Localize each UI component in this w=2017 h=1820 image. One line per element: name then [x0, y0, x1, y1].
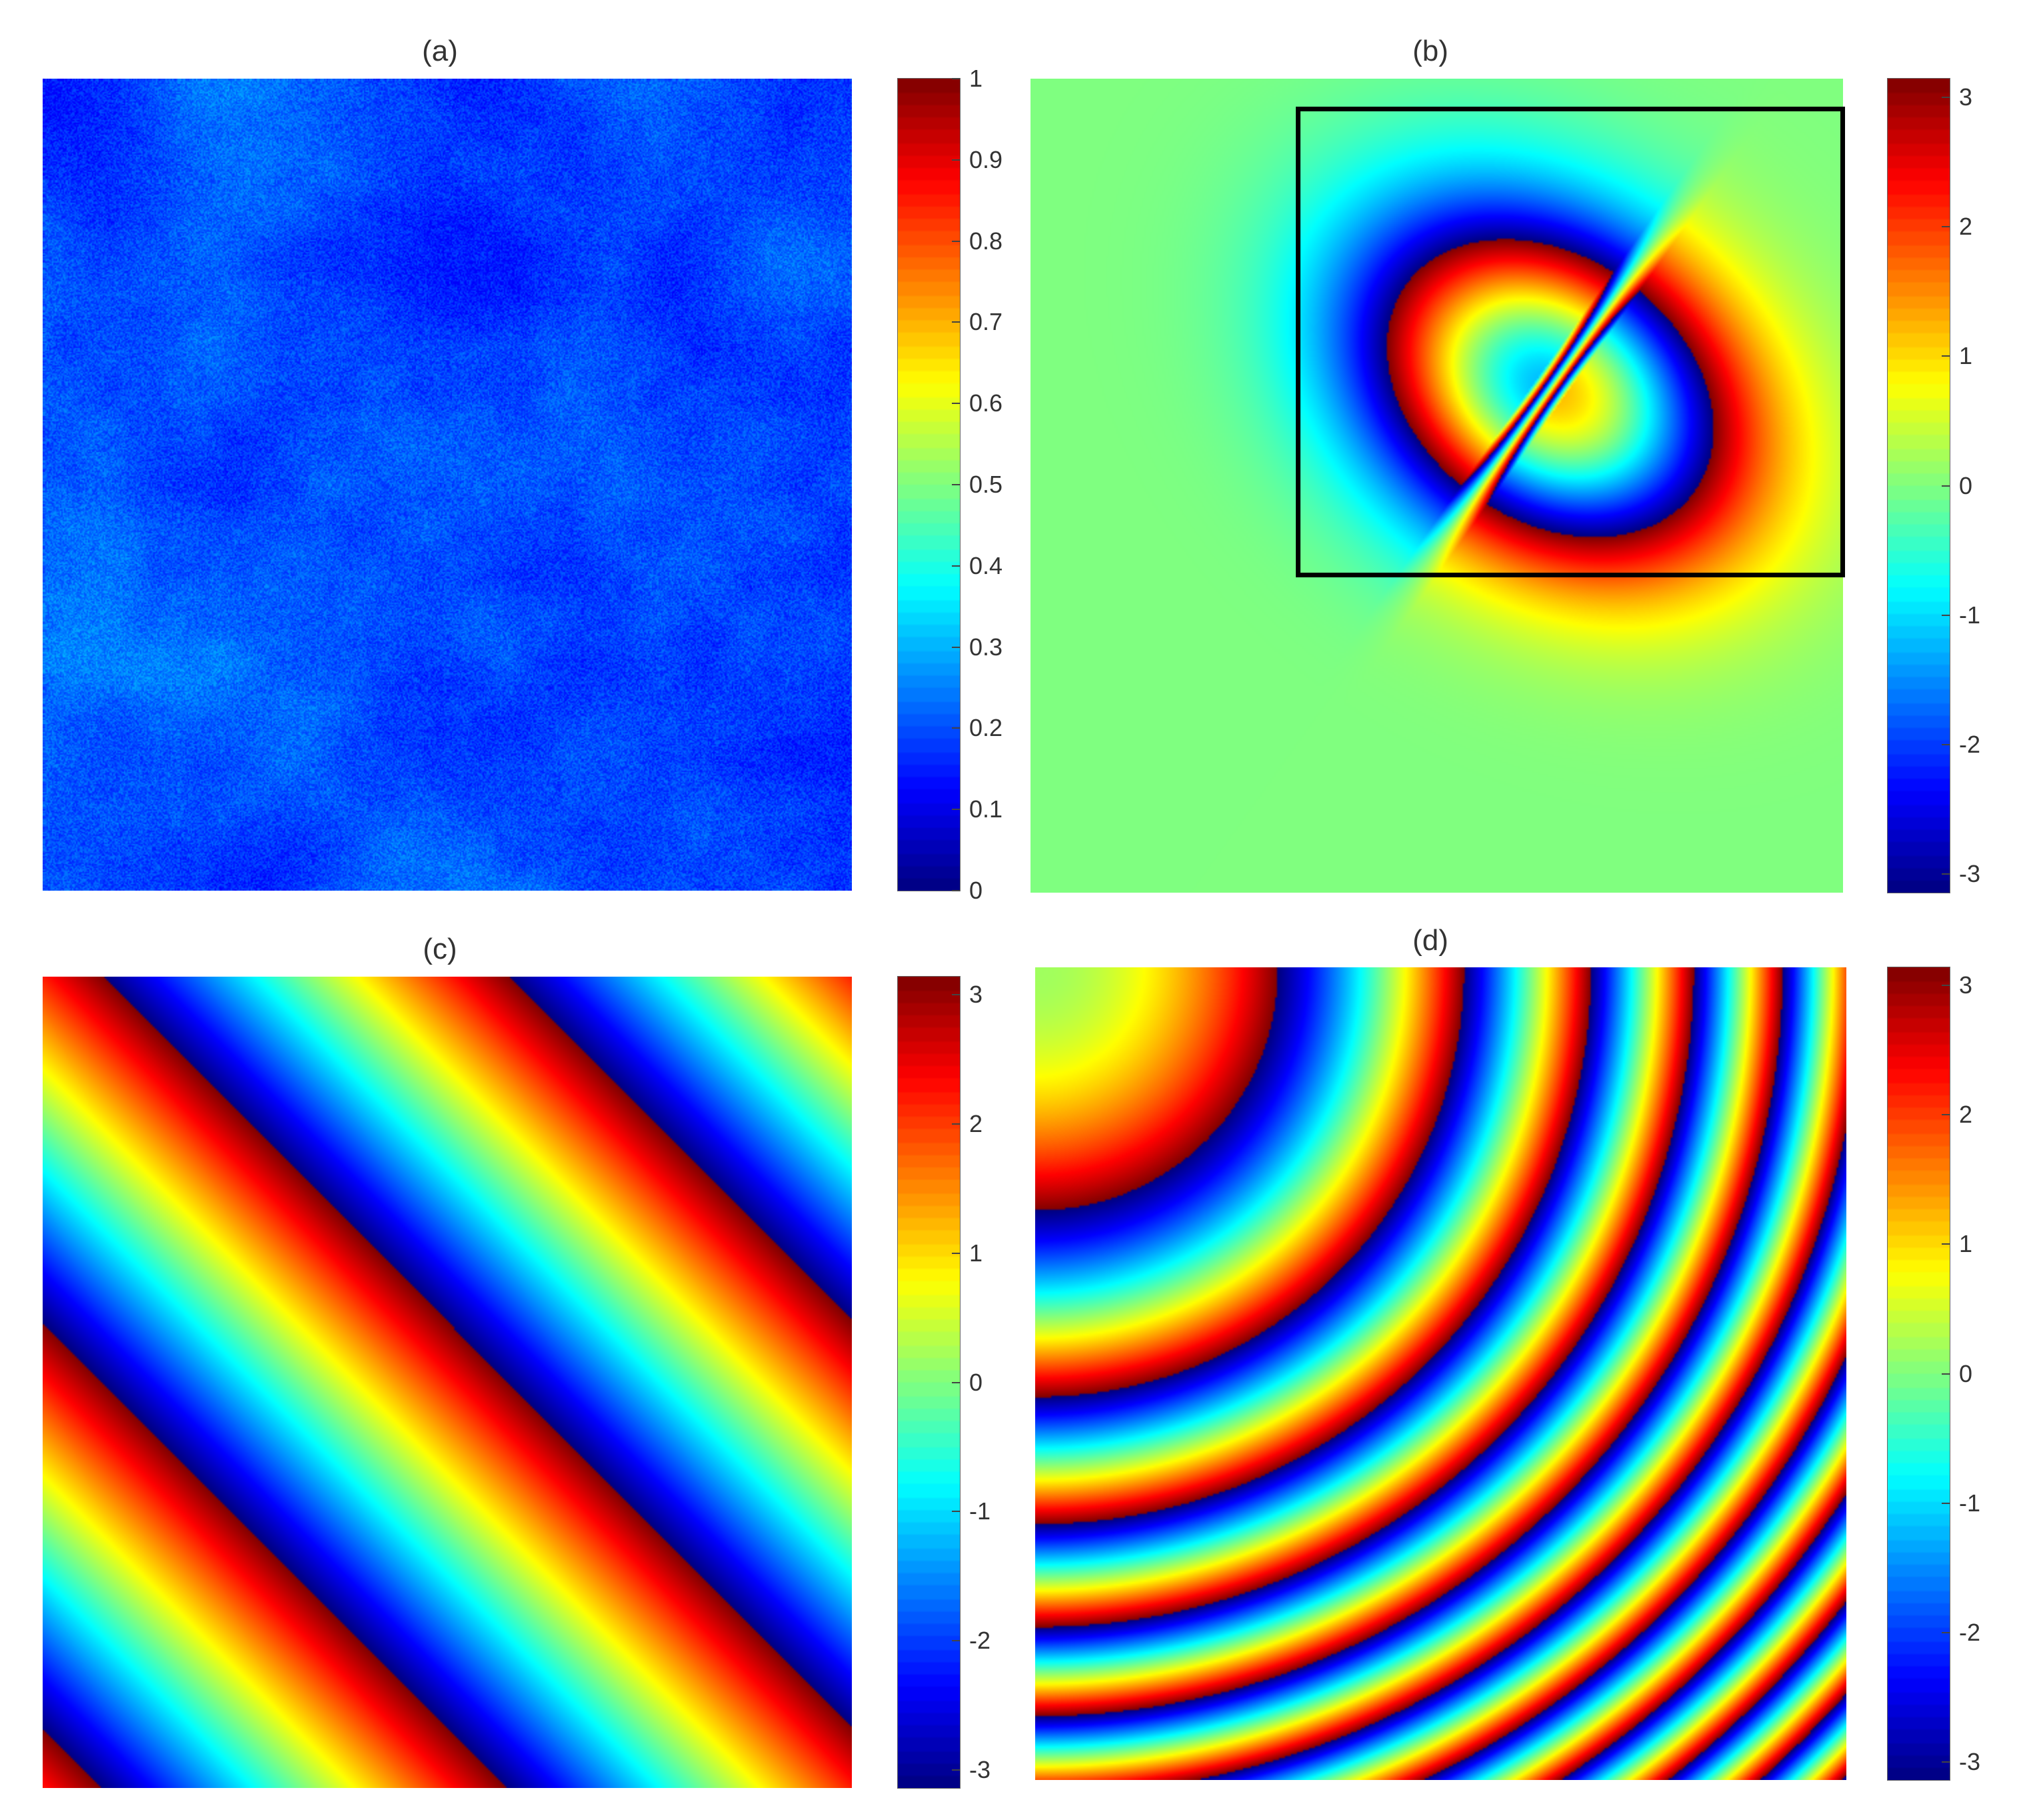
panel-b-colorbar [1887, 78, 1950, 893]
colorbar-tick-label: 0.8 [969, 227, 1003, 255]
colorbar-tick-mark [952, 646, 960, 648]
panel-d-title: (d) [1412, 924, 1448, 957]
colorbar-tick-label: 0.2 [969, 714, 1003, 742]
panel-a-colorbar [897, 78, 961, 891]
colorbar-tick-label: 0.5 [969, 471, 1003, 498]
colorbar-tick-label: 0.9 [969, 145, 1003, 173]
colorbar-tick-mark [1942, 614, 1950, 616]
panel-a-heatmap [43, 79, 852, 891]
colorbar-tick-mark [952, 890, 960, 891]
colorbar-tick-mark [952, 484, 960, 485]
colorbar-tick-label: 0.6 [969, 389, 1003, 417]
colorbar-tick-mark [1942, 985, 1950, 987]
panel-b-heatmap [1030, 79, 1843, 893]
colorbar-tick-mark [1942, 873, 1950, 875]
colorbar-tick-mark [952, 1252, 960, 1254]
colorbar-tick-mark [1942, 1502, 1950, 1504]
colorbar-tick-mark [952, 240, 960, 242]
colorbar-tick-mark [1942, 744, 1950, 746]
panel-b-title: (b) [1412, 35, 1448, 67]
colorbar-tick-mark [1942, 1761, 1950, 1763]
panel-c-colorbar [897, 976, 961, 1789]
colorbar-tick-label: -1 [1959, 601, 1981, 629]
colorbar-tick-label: -3 [1959, 860, 1981, 888]
colorbar-tick-label: 0 [1959, 471, 1973, 499]
colorbar-tick-mark [952, 565, 960, 567]
colorbar-tick-label: 3 [1959, 83, 1973, 111]
colorbar-tick-label: 2 [969, 1110, 983, 1138]
colorbar-tick-label: 0.7 [969, 308, 1003, 336]
colorbar-tick-mark [952, 1381, 960, 1383]
panel-c-heatmap [43, 977, 852, 1788]
colorbar-tick-label: 0 [969, 877, 983, 904]
colorbar-tick-label: 3 [1959, 971, 1973, 999]
colorbar-tick-label: -2 [969, 1626, 991, 1654]
colorbar-tick-label: 0 [1959, 1359, 1973, 1387]
colorbar-tick-label: 0.3 [969, 633, 1003, 661]
colorbar-tick-mark [952, 159, 960, 161]
colorbar-tick-label: -2 [1959, 1618, 1981, 1646]
colorbar-tick-label: 1 [969, 65, 983, 92]
colorbar-tick-mark [952, 1123, 960, 1125]
colorbar-tick-label: -3 [969, 1755, 991, 1783]
colorbar-tick-label: 0.4 [969, 551, 1003, 579]
colorbar-tick-mark [952, 994, 960, 996]
colorbar-tick-label: 1 [1959, 1230, 1973, 1258]
colorbar-tick-label: 0 [969, 1368, 983, 1396]
colorbar-tick-mark [1942, 1243, 1950, 1245]
panel-c-title: (c) [423, 933, 457, 965]
colorbar-tick-mark [952, 1639, 960, 1641]
colorbar-tick-label: -1 [969, 1497, 991, 1525]
colorbar-tick-mark [1942, 1631, 1950, 1633]
colorbar-tick-mark [952, 727, 960, 729]
colorbar-tick-label: 3 [969, 981, 983, 1009]
colorbar-tick-mark [1942, 1373, 1950, 1375]
colorbar-tick-mark [1942, 1114, 1950, 1116]
colorbar-tick-mark [952, 321, 960, 323]
colorbar-tick-label: 0.1 [969, 795, 1003, 823]
colorbar-tick-label: -1 [1959, 1489, 1981, 1517]
colorbar-tick-mark [952, 1769, 960, 1771]
colorbar-tick-label: 2 [1959, 212, 1973, 240]
colorbar-tick-mark [1942, 485, 1950, 487]
colorbar-tick-label: 1 [1959, 342, 1973, 370]
colorbar-tick-mark [952, 1511, 960, 1513]
colorbar-tick-mark [1942, 355, 1950, 357]
colorbar-tick-label: -3 [1959, 1747, 1981, 1775]
colorbar-tick-label: 1 [969, 1239, 983, 1267]
panel-a-title: (a) [422, 35, 458, 67]
colorbar-tick-mark [1942, 225, 1950, 227]
panel-d-colorbar [1887, 967, 1950, 1781]
colorbar-tick-label: -2 [1959, 731, 1981, 759]
colorbar-tick-label: 2 [1959, 1101, 1973, 1129]
colorbar-tick-mark [1942, 96, 1950, 98]
colorbar-tick-mark [952, 403, 960, 405]
panel-b-region-box [1296, 107, 1845, 577]
panel-d-heatmap [1035, 967, 1846, 1780]
colorbar-tick-mark [952, 809, 960, 811]
colorbar-tick-mark [952, 78, 960, 79]
